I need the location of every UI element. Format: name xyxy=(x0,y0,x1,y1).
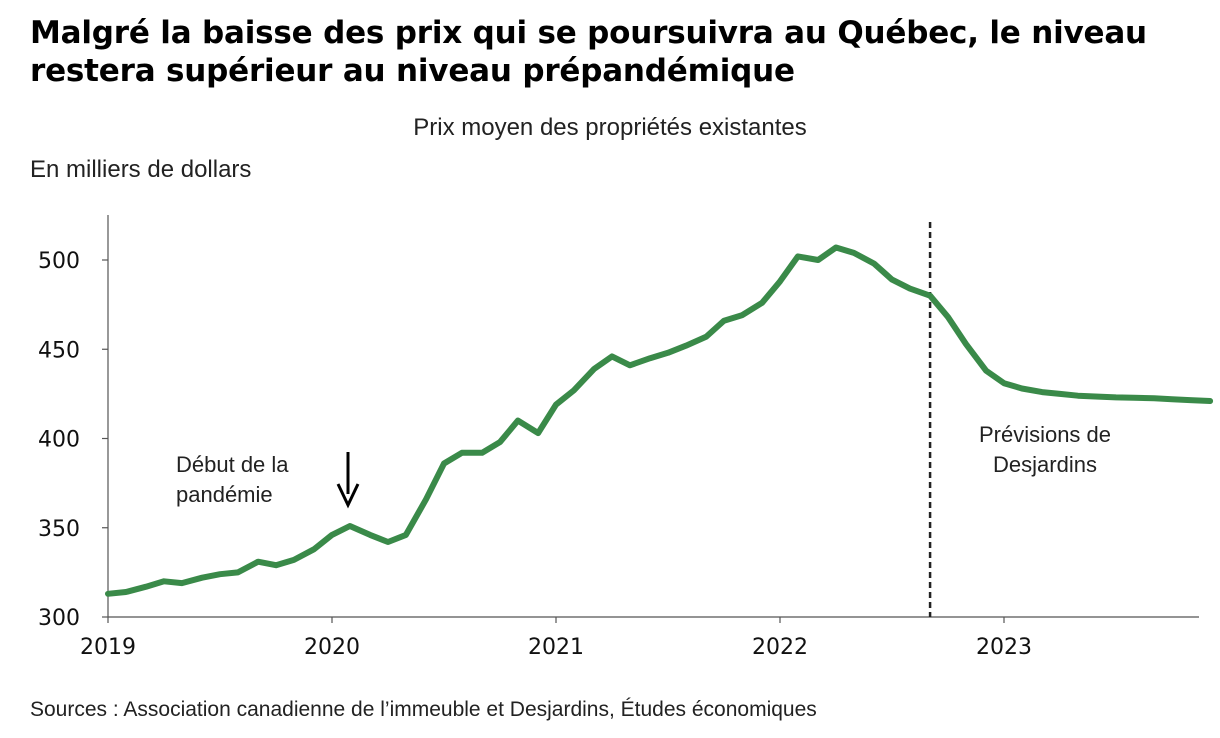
chart-subtitle: Prix moyen des propriétés existantes xyxy=(413,114,807,141)
annotations: Début de la pandémie Prévisions de Desjardi… xyxy=(176,422,1111,509)
series-lines xyxy=(105,244,1214,597)
chart-title: Malgré la baisse des prix qui se poursui… xyxy=(30,15,1147,89)
y-tick-label: 500 xyxy=(38,249,80,274)
series-line-0 xyxy=(105,244,1214,597)
tick-labels: 300 350 400 450 500 2019 2020 2021 2022 2023 xyxy=(38,249,1032,660)
x-tick-label: 2022 xyxy=(752,635,808,660)
y-tick-label: 450 xyxy=(38,338,80,363)
x-tick-label: 2023 xyxy=(976,635,1032,660)
annotation-forecast: Desjardins xyxy=(993,452,1097,477)
annotation-pandemic: pandémie xyxy=(176,482,273,507)
y-tick-label: 300 xyxy=(38,606,80,631)
y-axis-label: En milliers de dollars xyxy=(30,156,252,183)
x-tick-label: 2021 xyxy=(528,635,584,660)
down-arrow-icon xyxy=(336,483,360,509)
y-tick-label: 350 xyxy=(38,517,80,542)
x-tick-label: 2020 xyxy=(304,635,360,660)
annotation-forecast: Prévisions de xyxy=(979,422,1111,447)
chart-source: Sources : Association canadienne de l’im… xyxy=(30,698,817,721)
axes xyxy=(107,215,1199,618)
y-tick-label: 400 xyxy=(38,428,80,453)
x-tick-label: 2019 xyxy=(80,635,136,660)
annotation-pandemic: Début de la xyxy=(176,452,289,477)
